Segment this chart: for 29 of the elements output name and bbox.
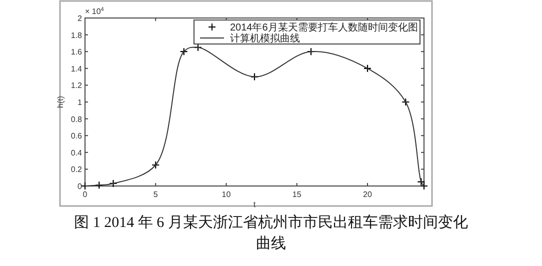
y-tick-label: 1.2 (70, 81, 83, 90)
legend-label: 计算机模拟曲线 (230, 32, 300, 44)
line-series (84, 46, 424, 186)
point (250, 72, 259, 81)
y-tick-label: 0.8 (70, 114, 83, 124)
x-tick-label: 5 (153, 190, 158, 199)
point (152, 160, 160, 170)
x-tick-label: 20 (363, 190, 372, 199)
x-tick-label: 10 (222, 190, 232, 199)
y-tick-label: 2 (78, 14, 83, 23)
point (363, 64, 372, 72)
legend-label: 2014年6月某天需要打车人数随时间变化图 (230, 22, 418, 34)
y-tick-label: 0.4 (70, 148, 83, 158)
y-axis-title: h(t) (56, 96, 65, 108)
y-tick-label: 1.8 (70, 30, 83, 40)
point (420, 182, 428, 190)
point (180, 48, 188, 56)
point (402, 98, 410, 106)
y-tick-label: 1 (78, 98, 83, 107)
caption: 图 1 2014 年 6 月某天浙江省杭州市市民出租车需求时间变化曲线 (74, 214, 468, 252)
y-tick-label: 0 (78, 182, 83, 191)
text: × 10$^{4}$ (85, 7, 104, 16)
x-tick-label: 15 (292, 190, 302, 199)
y-tick-label: 0.2 (70, 165, 83, 174)
y-tick-label: 0.6 (70, 132, 83, 141)
x-axis-title: t (253, 200, 256, 209)
y-tick-label: 1.6 (70, 48, 83, 57)
y-tick-label: 1.4 (70, 64, 83, 74)
point (109, 179, 118, 188)
